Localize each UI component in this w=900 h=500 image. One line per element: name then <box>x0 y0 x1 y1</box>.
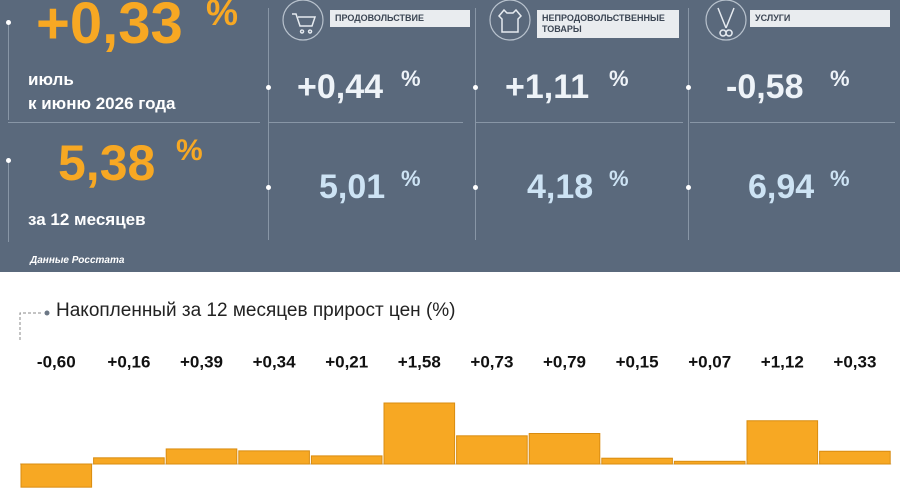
divider <box>690 122 895 123</box>
source: Данные Росстата <box>30 255 125 266</box>
icon-services <box>705 0 747 41</box>
divider <box>268 8 269 240</box>
monthly-value: +1,11 <box>505 68 590 106</box>
chart-title: Накопленный за 12 месяцев прирост цен (%… <box>56 300 456 321</box>
group-label: ПРОДОВОЛЬСТВИЕ <box>330 10 470 27</box>
monthly-unit: % <box>609 66 629 91</box>
dot <box>473 85 478 90</box>
monthly-unit: % <box>830 66 850 91</box>
dot <box>686 85 691 90</box>
annual-value: 5,38 <box>58 135 156 191</box>
group-label: НЕПРОДОВОЛЬСТВЕННЫЕ ТОВАРЫ <box>537 10 679 38</box>
icon-food <box>282 0 324 41</box>
annual-value: 6,94 <box>748 168 815 206</box>
divider <box>475 122 683 123</box>
headline-value: +0,33 <box>36 0 183 56</box>
bar <box>673 460 746 465</box>
summary-panel: +0,33 % июль к июню 2026 года 5,38 % за … <box>0 0 900 272</box>
value-label: +1,12 <box>761 352 804 371</box>
value-label: +0,79 <box>543 352 586 371</box>
dot <box>6 158 11 163</box>
bar <box>310 455 383 465</box>
divider <box>268 122 463 123</box>
value-label: +0,21 <box>325 352 368 371</box>
divider <box>8 22 9 120</box>
monthly-value: -0,58 <box>726 68 804 106</box>
bar <box>20 463 93 488</box>
annual-value: 4,18 <box>527 168 594 206</box>
value-label: +0,34 <box>253 352 297 371</box>
chart: Накопленный за 12 месяцев прирост цен (%… <box>19 300 892 488</box>
monthly-unit: % <box>401 66 421 91</box>
period: июль <box>28 70 74 89</box>
bar <box>528 433 601 465</box>
annual-unit: % <box>176 134 203 167</box>
value-label: +0,39 <box>180 352 223 371</box>
dot <box>44 310 50 316</box>
dot <box>266 185 271 190</box>
divider <box>688 8 689 240</box>
title-bracket <box>19 312 42 340</box>
icon-goods <box>489 0 531 41</box>
dot <box>473 185 478 190</box>
group-label: УСЛУГИ <box>750 10 890 27</box>
annual-unit: % <box>401 166 421 191</box>
period: к июню 2026 года <box>28 94 176 113</box>
annual-value: 5,01 <box>319 168 386 206</box>
period: за 12 месяцев <box>28 210 146 229</box>
bar <box>93 457 165 465</box>
annual-unit: % <box>830 166 850 191</box>
bar <box>383 402 456 465</box>
bar <box>165 448 238 465</box>
value-label: +0,33 <box>833 352 876 371</box>
headline-unit: % <box>206 0 239 33</box>
bar <box>746 420 819 465</box>
value-label: +0,07 <box>688 352 731 371</box>
value-label: -0,60 <box>37 352 76 371</box>
bar <box>238 450 310 465</box>
dot <box>266 85 271 90</box>
value-label: +0,73 <box>470 352 513 371</box>
dot <box>686 185 691 190</box>
bar <box>601 457 673 465</box>
annual-unit: % <box>609 166 629 191</box>
dot <box>6 20 11 25</box>
divider <box>8 122 260 123</box>
divider <box>475 8 476 240</box>
bar <box>456 435 528 465</box>
monthly-value: +0,44 <box>297 68 384 106</box>
value-label: +1,58 <box>398 352 441 371</box>
value-label: +0,16 <box>107 352 150 371</box>
bar <box>819 450 891 465</box>
value-label: +0,15 <box>616 352 659 371</box>
divider <box>8 160 9 242</box>
